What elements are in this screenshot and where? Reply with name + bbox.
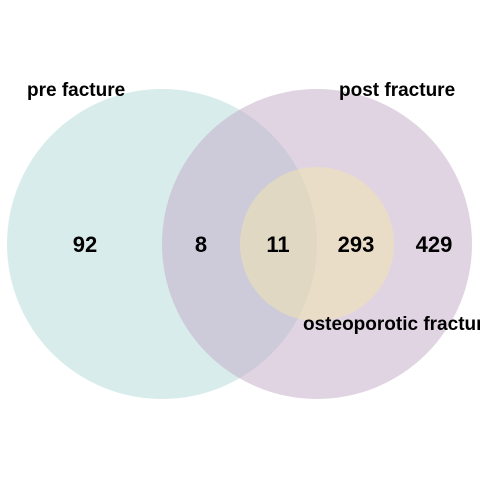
- region-count-pre-post: 8: [195, 232, 207, 257]
- region-count-post-only: 429: [416, 232, 453, 257]
- region-count-pre-only: 92: [73, 232, 97, 257]
- region-count-post-osteo: 293: [338, 232, 375, 257]
- region-count-pre-post-osteo: 11: [266, 232, 289, 257]
- set-circle-osteoporotic-fractures: [240, 167, 394, 321]
- set-label-pre-facture: pre facture: [27, 80, 125, 101]
- set-label-osteoporotic-fractures: osteoporotic fractures: [303, 314, 480, 335]
- set-label-post-fracture: post fracture: [339, 80, 455, 101]
